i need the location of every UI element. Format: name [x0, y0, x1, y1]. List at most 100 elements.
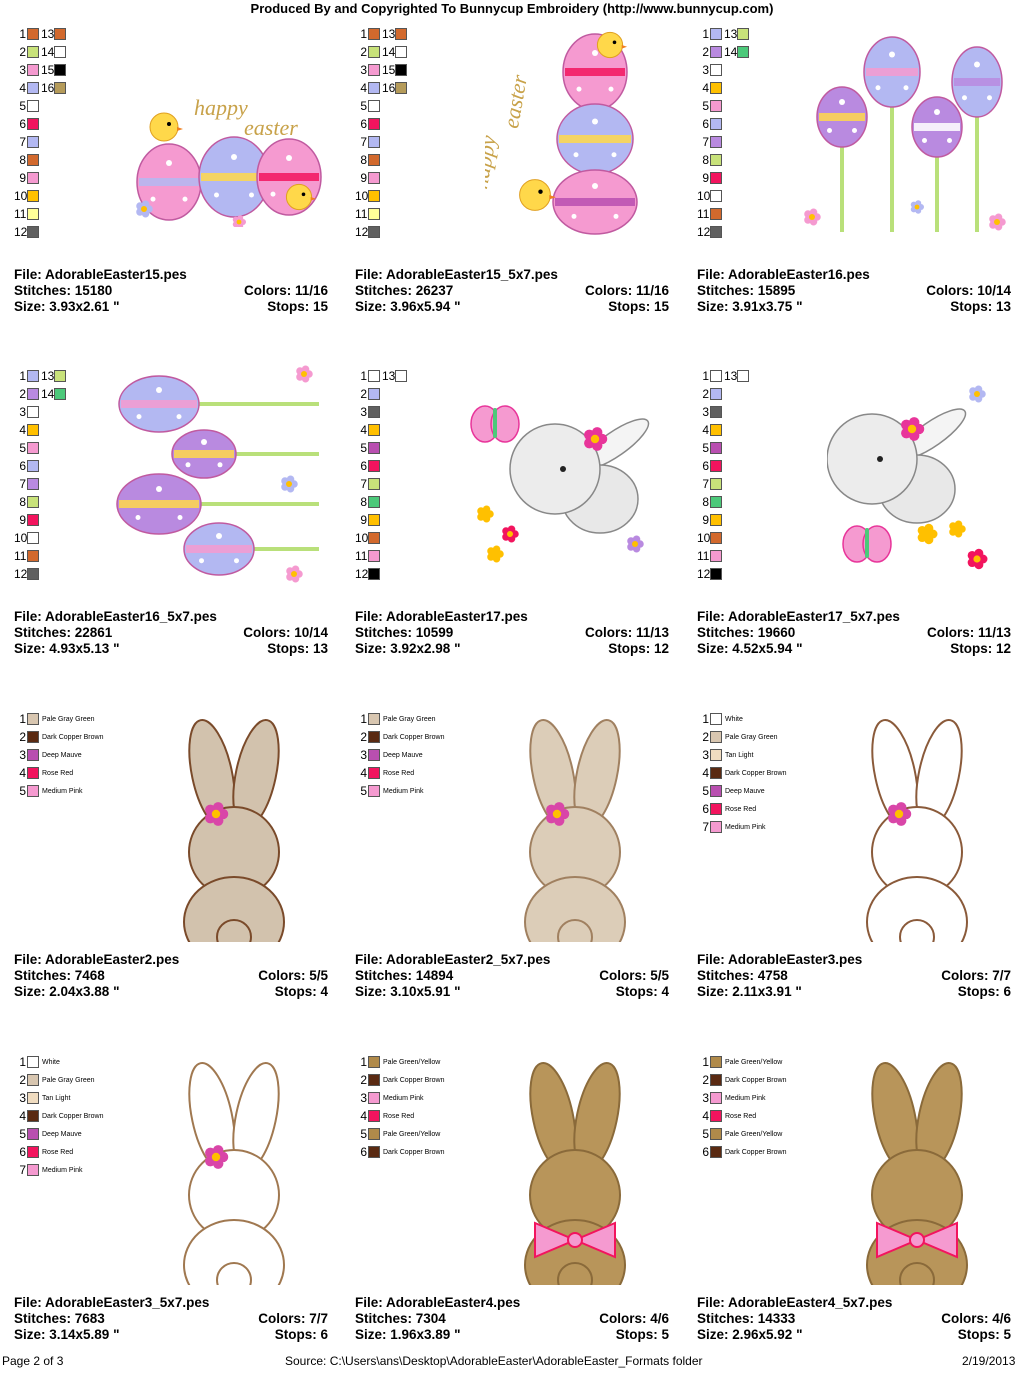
legend-entry: 7: [14, 135, 39, 149]
thread-number: 13: [41, 27, 55, 41]
source-path: Source: C:\Users\ans\Desktop\AdorableEas…: [285, 1354, 703, 1368]
thread-number: 8: [360, 495, 367, 509]
thread-swatch: [368, 82, 380, 94]
thread-swatch: [368, 749, 380, 761]
thread-swatch: [368, 406, 380, 418]
design-art: [866, 719, 968, 968]
thread-swatch: [27, 749, 39, 761]
thread-number: 6: [360, 117, 367, 131]
file-name: File: AdorableEaster17.pes: [355, 609, 528, 624]
legend-entry: 1: [14, 369, 39, 383]
design-size: Size: 4.52x5.94 ": [697, 641, 803, 656]
thread-swatch: [710, 28, 722, 40]
legend-entry: 13: [382, 369, 407, 383]
color-count: Colors: 11/16: [584, 283, 669, 298]
stitch-count: Stitches: 10599: [355, 625, 454, 640]
thread-swatch: [368, 514, 380, 526]
thread-number: 7: [19, 477, 26, 491]
thread-swatch: [710, 1056, 722, 1068]
thread-swatch: [710, 226, 722, 238]
thread-swatch: [27, 388, 39, 400]
thread-swatch: [368, 172, 380, 184]
design-cell: 1 2 3 4 5 6 7 8 9 10 11 12 13 14 15 16 happy easter Fil…: [355, 17, 685, 347]
thread-name: Rose Red: [725, 1112, 757, 1120]
design-cell: 1 White 2 Pale Gray Green 3 Tan Light 4 Dark Co…: [697, 702, 1024, 1032]
thread-number: 2: [19, 730, 26, 744]
thread-swatch: [710, 370, 722, 382]
thread-swatch: [710, 406, 722, 418]
legend-entry: 8: [14, 495, 39, 509]
thread-number: 6: [19, 459, 26, 473]
design-art: [524, 1062, 626, 1311]
design-info: File: AdorableEaster3.pes Stitches: 4758…: [697, 952, 1011, 1000]
legend-entry: 5 Medium Pink: [355, 784, 423, 798]
stop-count: Stops: 13: [267, 641, 328, 656]
thread-number: 13: [41, 369, 55, 383]
thread-number: 4: [702, 81, 709, 95]
thread-swatch: [368, 568, 380, 580]
stop-count: Stops: 6: [274, 1327, 328, 1342]
legend-entry: 2 Pale Gray Green: [697, 730, 777, 744]
thread-swatch: [27, 136, 39, 148]
stop-count: Stops: 6: [957, 984, 1011, 999]
legend-entry: 11: [14, 549, 39, 563]
thread-swatch: [368, 28, 380, 40]
thread-swatch: [710, 713, 722, 725]
thread-swatch: [368, 46, 380, 58]
thread-name: Dark Copper Brown: [383, 733, 445, 741]
thread-name: Pale Green/Yellow: [725, 1130, 783, 1138]
thread-swatch: [27, 424, 39, 436]
design-size: Size: 1.96x3.89 ": [355, 1327, 461, 1342]
design-art: [826, 385, 988, 570]
thread-swatch: [710, 388, 722, 400]
thread-swatch: [710, 803, 722, 815]
thread-number: 12: [697, 567, 711, 581]
thread-swatch: [710, 1092, 722, 1104]
thread-swatch: [368, 460, 380, 472]
design-info: File: AdorableEaster2_5x7.pes Stitches: …: [355, 952, 669, 1000]
design-size: Size: 3.91x3.75 ": [697, 299, 803, 314]
legend-entry: 3: [697, 405, 722, 419]
thread-name: Pale Gray Green: [383, 715, 436, 723]
legend-entry: 6: [697, 117, 722, 131]
stitch-count: Stitches: 14894: [355, 968, 454, 983]
stitch-count: Stitches: 7683: [14, 1311, 105, 1326]
stop-count: Stops: 4: [274, 984, 328, 999]
thread-number: 3: [19, 1091, 26, 1105]
thread-number: 5: [360, 441, 367, 455]
thread-name: White: [42, 1058, 60, 1066]
thread-swatch: [27, 190, 39, 202]
color-count: Colors: 4/6: [599, 1311, 669, 1326]
thread-swatch: [368, 442, 380, 454]
legend-entry: 5 Deep Mauve: [697, 784, 764, 798]
legend-entry: 3: [697, 63, 722, 77]
legend-entry: 1 Pale Green/Yellow: [355, 1055, 440, 1069]
thread-swatch: [368, 1092, 380, 1104]
thread-swatch: [710, 136, 722, 148]
page-number: Page 2 of 3: [2, 1354, 64, 1368]
thread-swatch: [27, 713, 39, 725]
thread-swatch: [368, 118, 380, 130]
legend-entry: 8: [355, 153, 380, 167]
legend-entry: 4: [14, 423, 39, 437]
legend-entry: 7: [14, 477, 39, 491]
thread-number: 15: [382, 63, 396, 77]
design-cell: 1 2 3 4 5 6 7 8 9 10 11 12 13 File: AdorableEaster17…: [697, 359, 1024, 689]
legend-entry: 4 Dark Copper Brown: [14, 1109, 103, 1123]
thread-number: 4: [360, 81, 367, 95]
file-name: File: AdorableEaster2_5x7.pes: [355, 952, 551, 967]
thread-name: Medium Pink: [383, 1094, 424, 1102]
legend-entry: 16: [41, 81, 66, 95]
thread-number: 12: [14, 567, 28, 581]
legend-entry: 11: [697, 549, 722, 563]
thread-name: Rose Red: [383, 769, 415, 777]
color-count: Colors: 4/6: [941, 1311, 1011, 1326]
thread-number: 3: [19, 63, 26, 77]
design-info: File: AdorableEaster2.pes Stitches: 7468…: [14, 952, 328, 1000]
thread-swatch: [710, 532, 722, 544]
design-size: Size: 3.10x5.91 ": [355, 984, 461, 999]
design-size: Size: 3.96x5.94 ": [355, 299, 461, 314]
thread-number: 6: [360, 1145, 367, 1159]
thread-swatch: [27, 478, 39, 490]
file-name: File: AdorableEaster15.pes: [14, 267, 187, 282]
